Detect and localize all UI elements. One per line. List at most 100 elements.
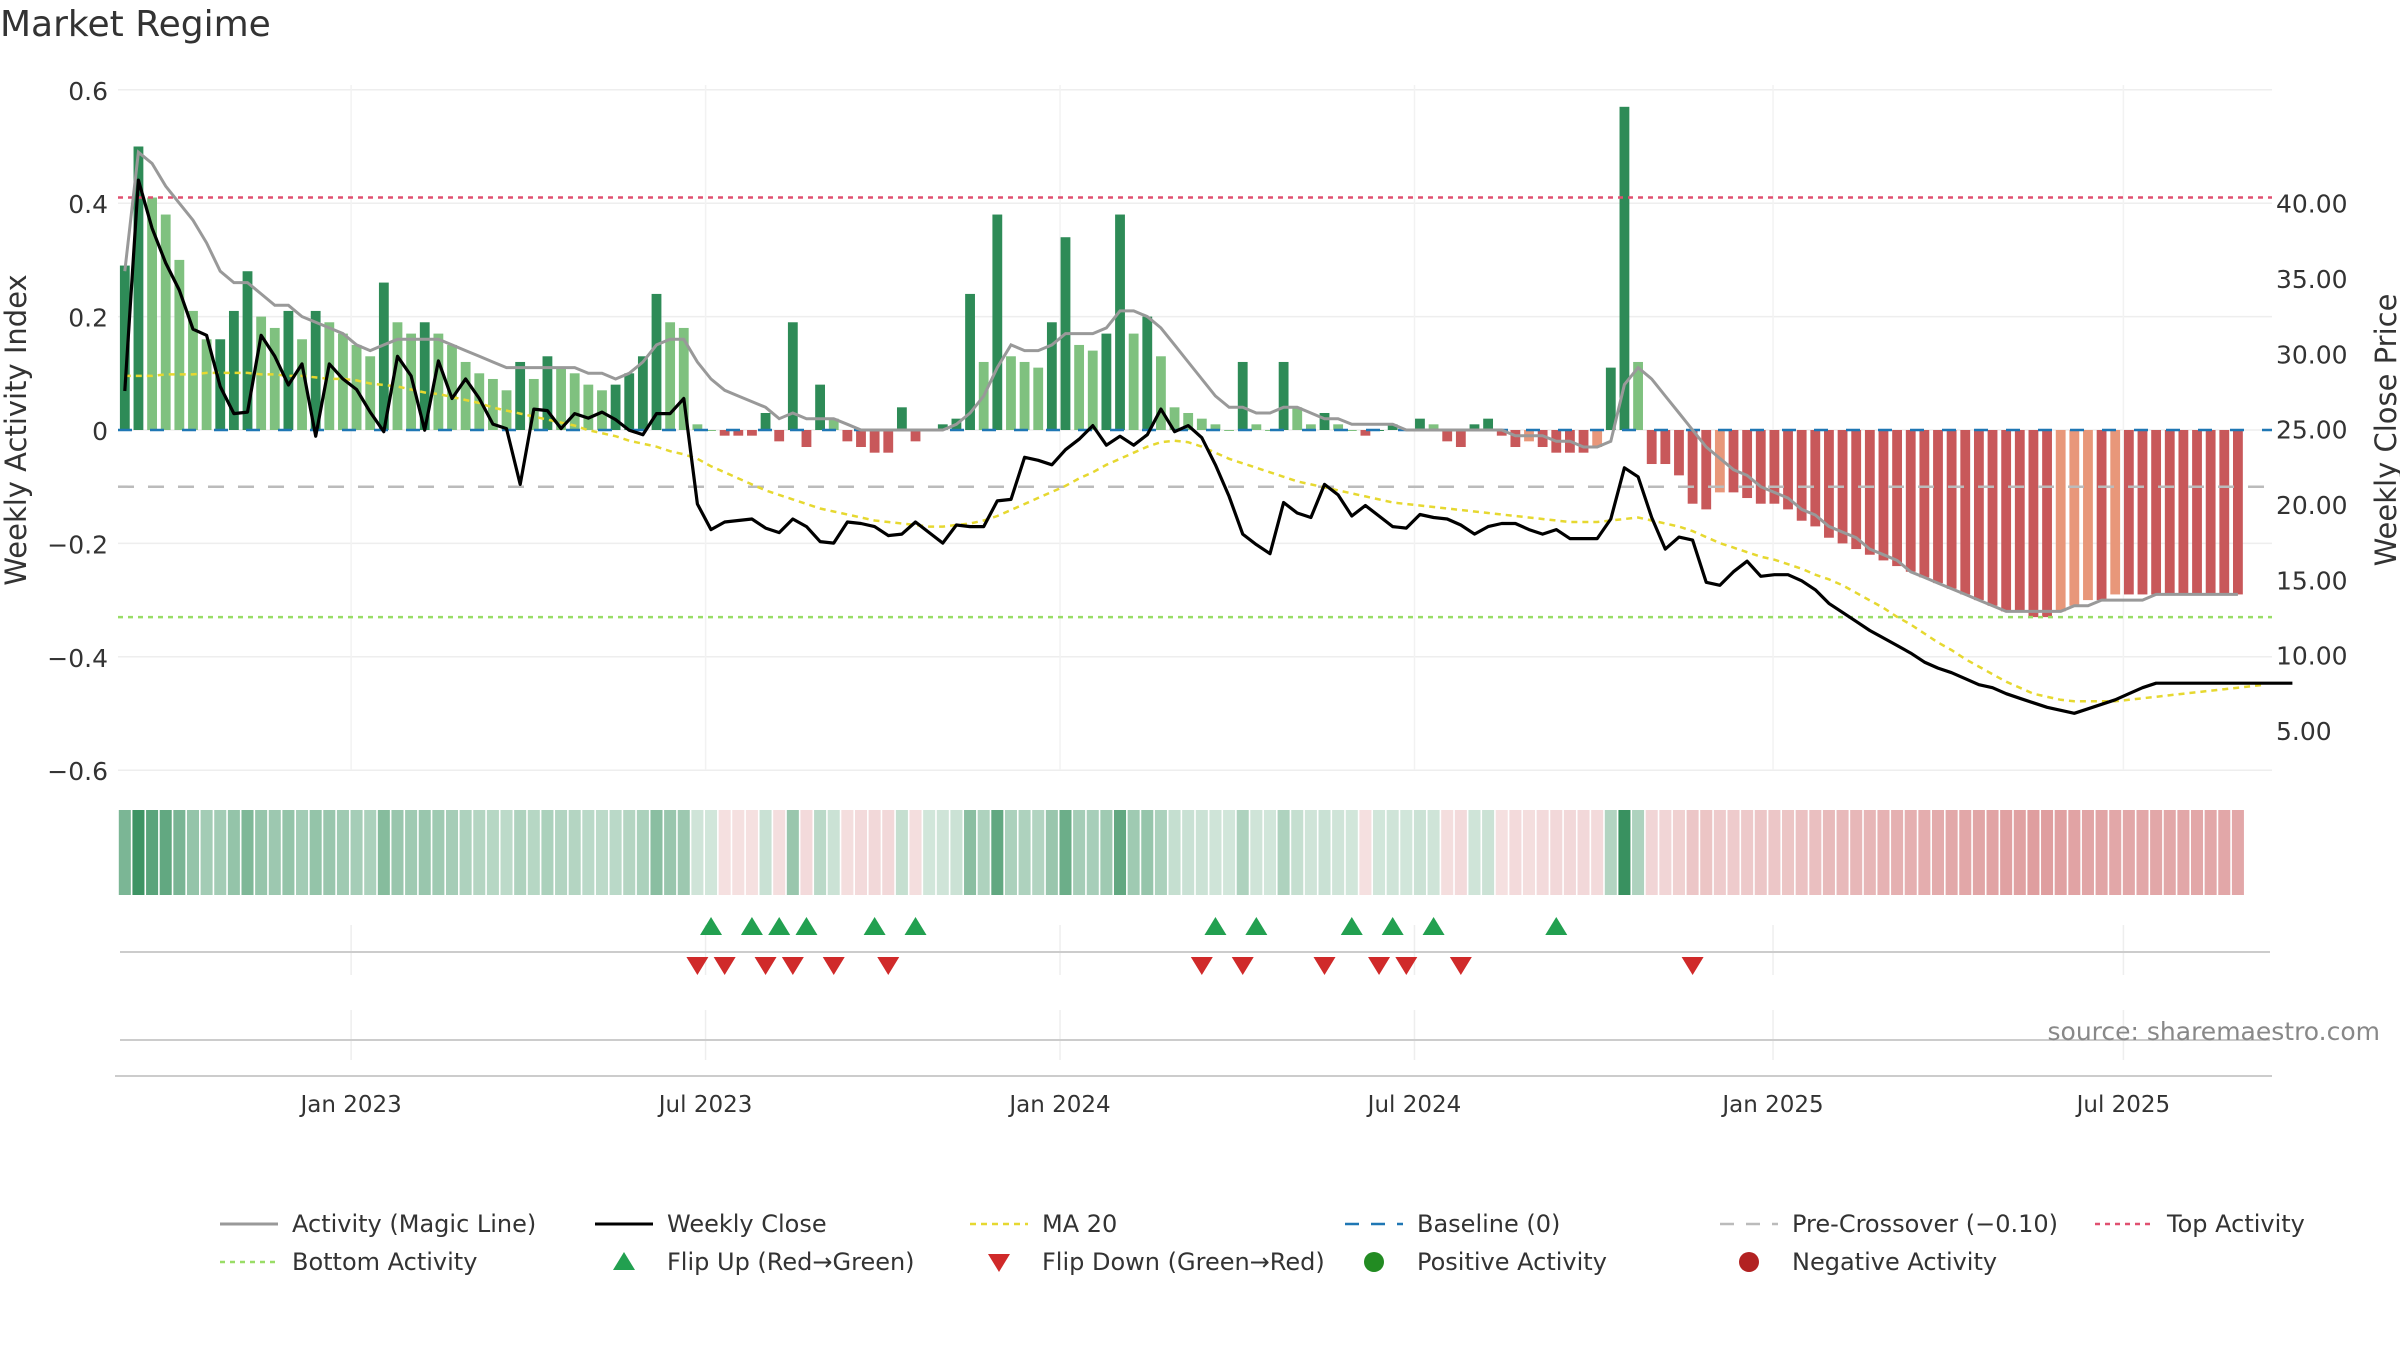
regime-cell	[1550, 810, 1563, 895]
activity-bar	[1292, 407, 1303, 430]
regime-cell	[1468, 810, 1481, 895]
regime-cell	[1250, 810, 1263, 895]
activity-bar	[1824, 430, 1834, 538]
activity-bar	[447, 344, 457, 430]
legend-label: Positive Activity	[1417, 1248, 1607, 1276]
regime-cell	[1782, 810, 1795, 895]
regime-cell	[541, 810, 554, 895]
regime-cell	[773, 810, 786, 895]
regime-cell	[2013, 810, 2026, 895]
activity-bar	[828, 418, 839, 430]
legend-label: Activity (Magic Line)	[292, 1210, 536, 1238]
regime-cell	[841, 810, 854, 895]
activity-bar	[856, 430, 866, 448]
regime-cell	[309, 810, 322, 895]
activity-bar	[583, 384, 594, 430]
x-tick-label: Jul 2023	[657, 1092, 753, 1118]
regime-cell	[2231, 810, 2244, 895]
activity-bar	[896, 407, 907, 430]
activity-bar	[1496, 430, 1507, 436]
regime-cell	[336, 810, 349, 895]
flip-down-marker	[1395, 957, 1418, 975]
regime-cell	[1904, 810, 1917, 895]
y-right-tick-label: 35.00	[2276, 265, 2348, 294]
activity-bar	[1428, 424, 1439, 430]
activity-bar	[1674, 430, 1684, 476]
activity-bar	[1224, 430, 1234, 431]
activity-bar	[2192, 430, 2202, 595]
activity-bar	[624, 373, 635, 430]
legend-item: Flip Down (Green→Red)	[988, 1248, 1325, 1276]
regime-cell	[1045, 810, 1058, 895]
flip-up-marker	[1340, 917, 1363, 935]
regime-cell	[405, 810, 418, 895]
legend-label: MA 20	[1042, 1210, 1117, 1238]
activity-bar	[269, 327, 280, 430]
legend: Activity (Magic Line) Weekly Close MA 20 Ba…	[220, 1210, 2305, 1276]
activity-bar	[2042, 430, 2052, 618]
regime-cell	[159, 810, 172, 895]
activity-bar	[1646, 430, 1657, 465]
activity-bar	[937, 424, 948, 430]
regime-cell	[1618, 810, 1631, 895]
activity-bar	[419, 322, 430, 430]
regime-cell	[1959, 810, 1972, 895]
y-right-tick-label: 15.00	[2276, 566, 2348, 595]
legend-label: Baseline (0)	[1417, 1210, 1560, 1238]
activity-bar	[2110, 430, 2121, 595]
activity-bar	[869, 430, 880, 453]
legend-item: Pre-Crossover (−0.10)	[1720, 1210, 2058, 1238]
x-tick-label: Jul 2024	[1366, 1092, 1462, 1118]
x-tick-label: Jan 2025	[1720, 1092, 1823, 1118]
series-lines	[123, 149, 2293, 715]
regime-cell	[609, 810, 622, 895]
activity-bar	[787, 322, 798, 430]
activity-bar	[1783, 430, 1793, 510]
activity-bar	[1905, 430, 1916, 572]
activity-bar	[1769, 430, 1780, 504]
activity-bar	[1605, 367, 1616, 430]
y-right-tick-label: 10.00	[2276, 642, 2348, 671]
regime-cell	[459, 810, 472, 895]
activity-bar	[2055, 430, 2066, 612]
activity-bar	[665, 322, 676, 430]
activity-bar	[242, 271, 253, 430]
activity-bar	[965, 293, 975, 430]
activity-bar	[1701, 430, 1712, 510]
regime-cell	[418, 810, 431, 895]
regime-cell	[282, 810, 295, 895]
regime-cell	[364, 810, 377, 895]
activity-bar	[1415, 418, 1425, 430]
regime-cell	[445, 810, 459, 895]
regime-cell	[1086, 810, 1099, 895]
regime-cell	[296, 810, 309, 895]
regime-cell	[1127, 810, 1140, 895]
regime-cell	[214, 810, 227, 895]
activity-bar	[133, 146, 144, 430]
regime-cell	[677, 810, 690, 895]
regime-cell	[1918, 810, 1931, 895]
regime-cell	[582, 810, 595, 895]
axes: 0.6 0.4 0.2 0 −0.2 −0.4 −0.6 40.00 35.00 30.00 25.…	[0, 77, 2400, 1118]
regime-cell	[1236, 810, 1249, 895]
activity-bar	[1537, 430, 1548, 448]
regime-cell	[1972, 810, 1985, 895]
regime-cell	[1522, 810, 1536, 895]
activity-bar	[1387, 424, 1398, 430]
regime-cell	[1482, 810, 1495, 895]
y-right-tick-label: 20.00	[2276, 491, 2348, 520]
activity-bar	[1796, 430, 1807, 521]
regime-cell	[2068, 810, 2081, 895]
flip-up-marker	[1204, 917, 1227, 935]
y-left-tick-label: −0.6	[47, 757, 108, 786]
activity-bar	[1333, 424, 1344, 430]
activity-bar	[1074, 344, 1085, 430]
flip-down-marker	[822, 957, 845, 975]
activity-bar	[1319, 412, 1330, 430]
activity-bar	[2123, 430, 2134, 595]
legend-label: Flip Down (Green→Red)	[1042, 1248, 1325, 1276]
activity-bar	[1660, 430, 1671, 465]
regime-cell	[895, 810, 908, 895]
